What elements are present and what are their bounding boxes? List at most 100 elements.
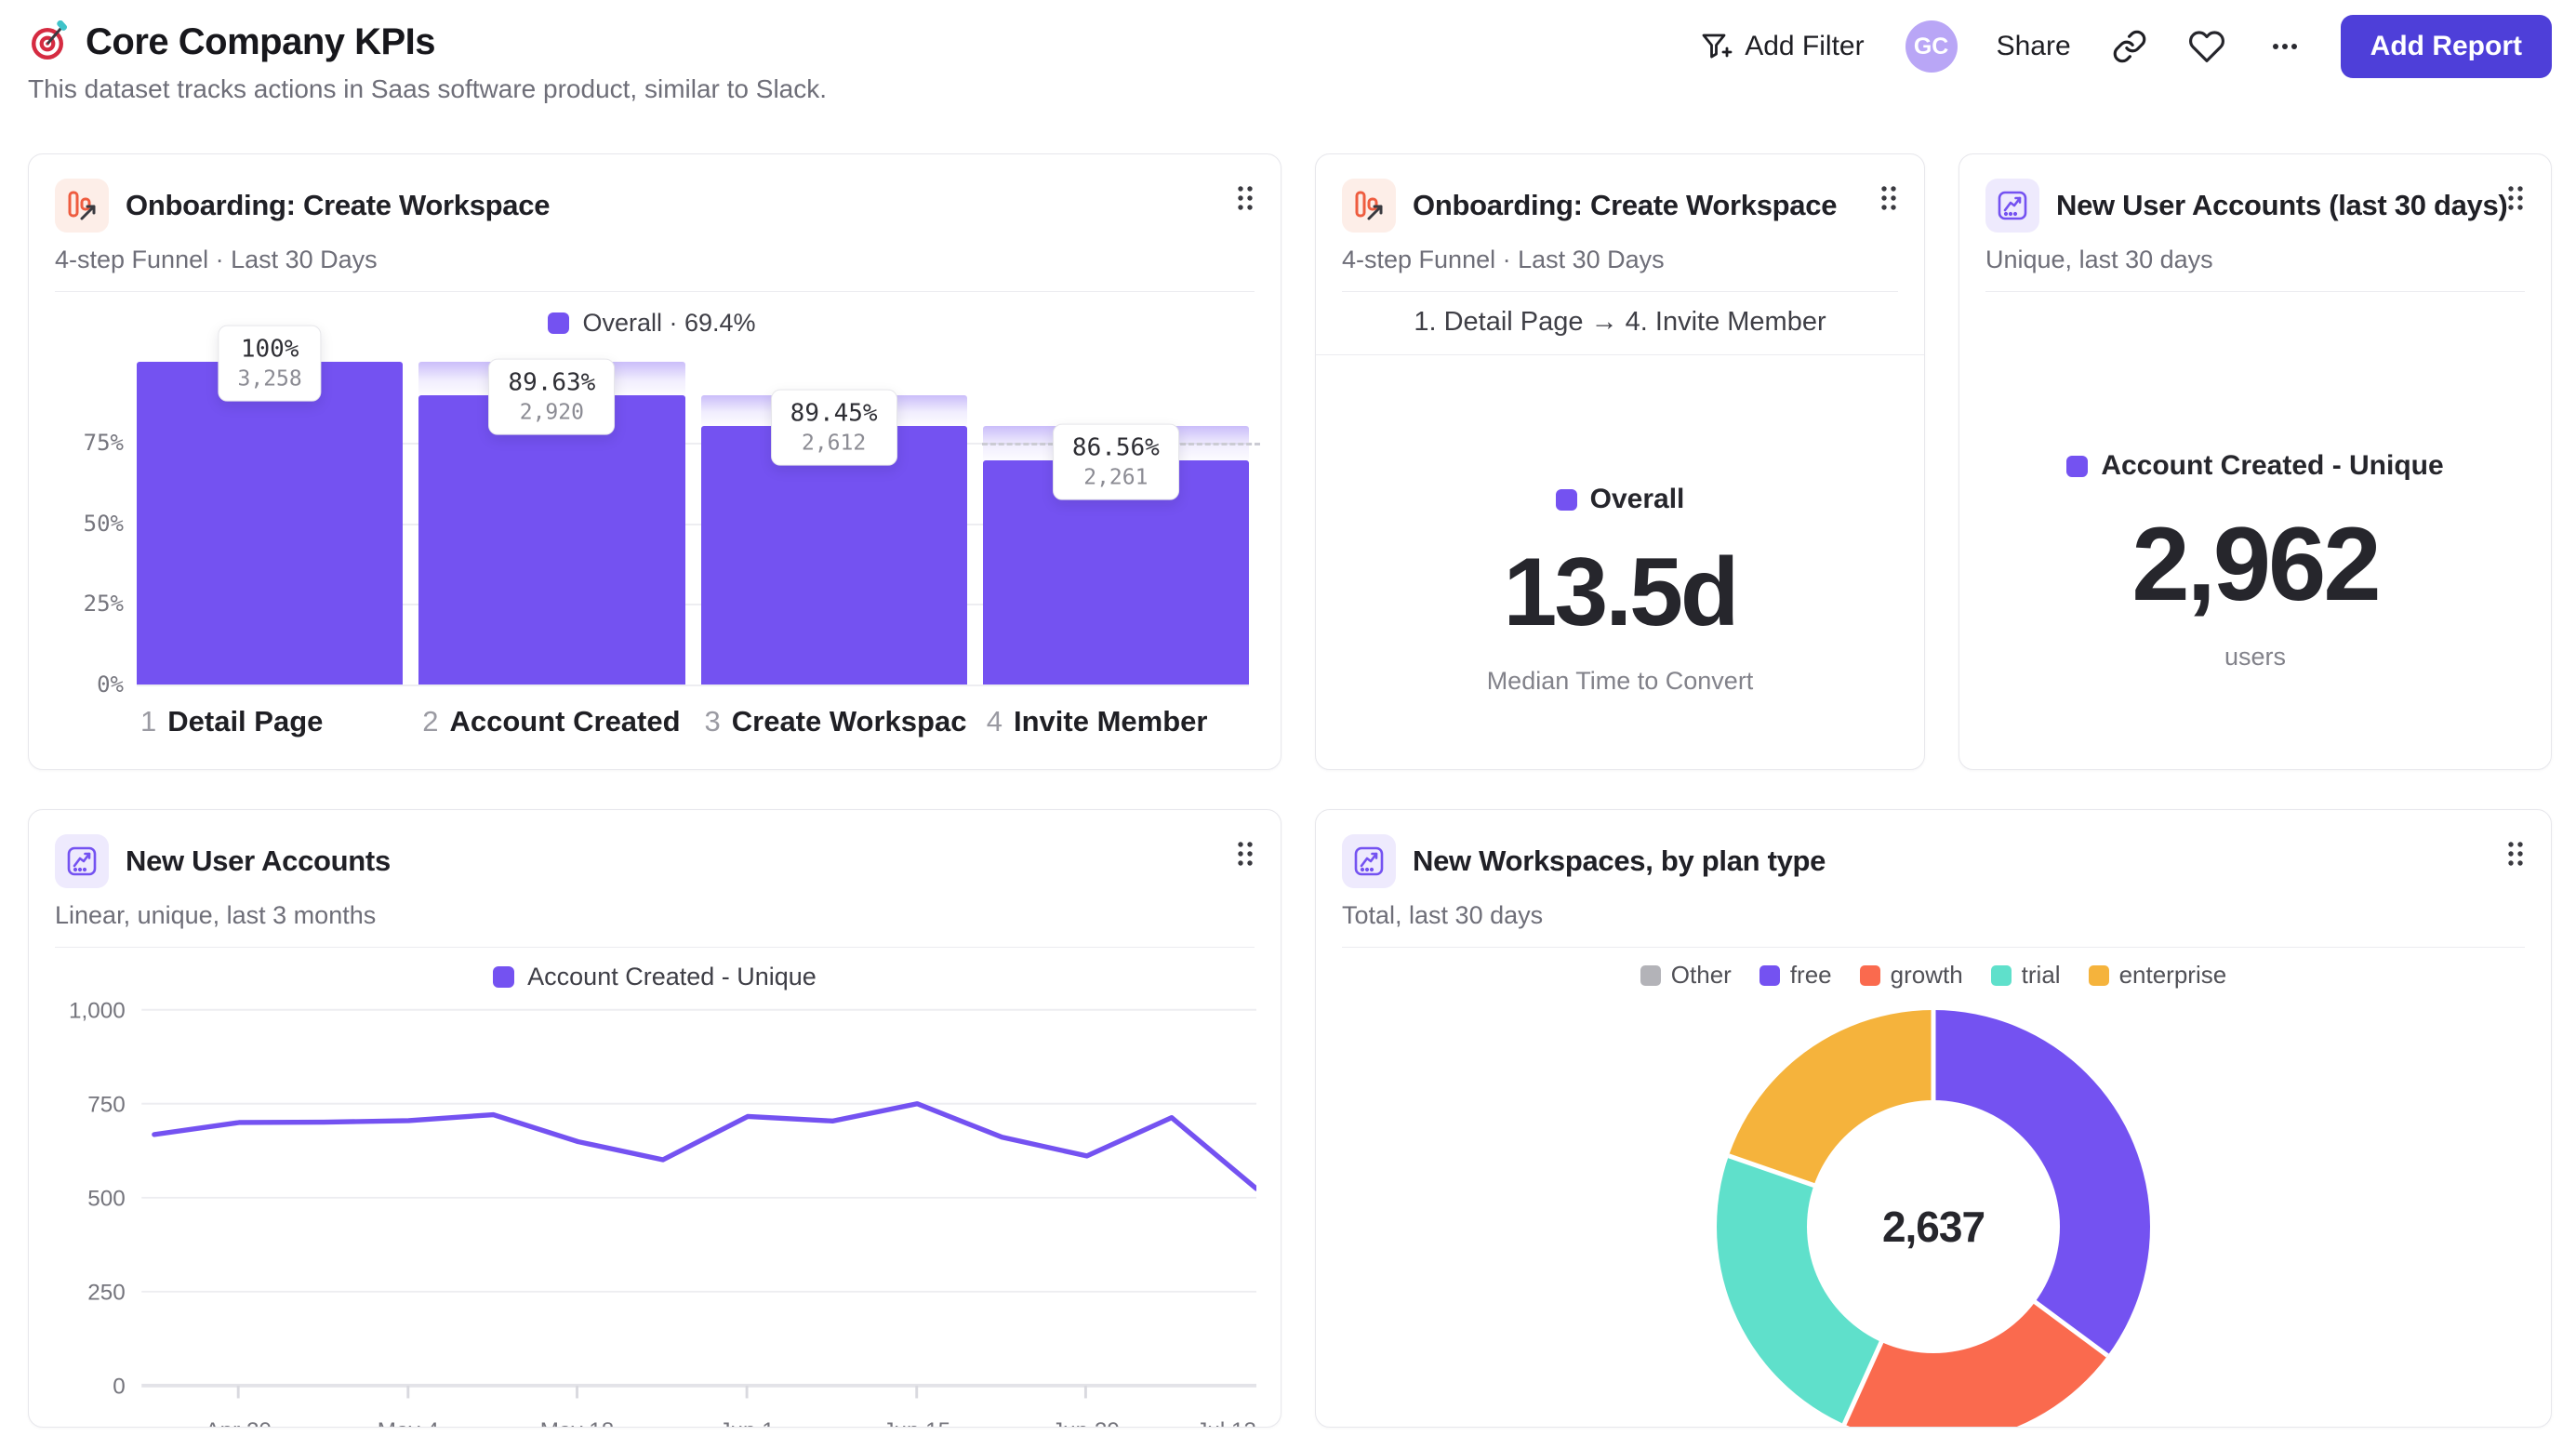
step-label: 4 Invite Member bbox=[986, 705, 1208, 738]
donut-legend: Other free growth trial bbox=[1640, 961, 2226, 990]
legend-label: growth bbox=[1890, 961, 1963, 989]
legend-swatch bbox=[1990, 964, 2012, 986]
insights-report-icon bbox=[55, 834, 109, 888]
card-grid: Onboarding: Create Workspace 4-step Funn… bbox=[28, 153, 2552, 1428]
legend-item-other[interactable]: Other bbox=[1640, 961, 1732, 990]
drag-handle-icon[interactable] bbox=[1234, 838, 1256, 870]
x-tick: Jun 1 bbox=[719, 1418, 774, 1428]
drag-handle-icon[interactable] bbox=[2504, 838, 2527, 870]
legend-item-enterprise[interactable]: enterprise bbox=[2088, 961, 2227, 990]
legend-label: free bbox=[1789, 961, 1832, 989]
donut-ring[interactable]: 2,637 bbox=[1717, 1010, 2150, 1427]
x-tick: May 18 bbox=[540, 1418, 615, 1428]
copy-link-icon[interactable] bbox=[2112, 29, 2147, 64]
metric-caption: users bbox=[2224, 643, 2287, 671]
card-title: New User Accounts bbox=[126, 844, 391, 877]
funnel-bar-invite-member[interactable]: 86.56% 2,261 bbox=[982, 362, 1249, 685]
step-label: 2 Account Created bbox=[422, 705, 681, 738]
funnel-tooltip: 100% 3,258 bbox=[218, 325, 322, 402]
legend-swatch bbox=[1640, 964, 1661, 986]
card-donut-chart: New Workspaces, by plan type Total, last… bbox=[1315, 809, 2552, 1428]
legend-label: enterprise bbox=[2118, 961, 2227, 989]
y-tick: 25% bbox=[83, 591, 124, 618]
card-title: New User Accounts (last 30 days) bbox=[2056, 189, 2508, 221]
more-options-icon[interactable] bbox=[2266, 28, 2304, 65]
insights-report-icon bbox=[1342, 834, 1396, 888]
card-title: Onboarding: Create Workspace bbox=[126, 189, 551, 221]
funnel-range: 1. Detail Page → 4. Invite Member bbox=[1316, 292, 1924, 355]
legend-label: Overall bbox=[1589, 484, 1685, 514]
legend-swatch bbox=[548, 312, 570, 334]
share-button[interactable]: Share bbox=[1996, 31, 2071, 61]
dartboard-icon bbox=[28, 20, 71, 63]
funnel-tooltip: 89.63% 2,920 bbox=[488, 358, 616, 435]
legend-swatch bbox=[1555, 488, 1577, 511]
legend-label: trial bbox=[2021, 961, 2061, 989]
median-caption: Median Time to Convert bbox=[1486, 667, 1754, 695]
card-title: New Workspaces, by plan type bbox=[1413, 844, 1826, 877]
drag-handle-icon[interactable] bbox=[1878, 182, 1900, 214]
funnel-legend[interactable]: Overall · 69.4% bbox=[55, 309, 1249, 338]
card-subtitle: Unique, last 30 days bbox=[1985, 246, 2213, 273]
donut-chart: Other free growth trial bbox=[1316, 948, 2551, 1427]
y-tick: 50% bbox=[83, 510, 124, 537]
y-tick: 250 bbox=[87, 1281, 125, 1306]
y-tick: 1,000 bbox=[69, 998, 126, 1023]
legend-label: Account Created - Unique bbox=[2101, 450, 2444, 481]
funnel-bar-create-workspace[interactable]: 89.45% 2,612 bbox=[700, 362, 967, 685]
legend-swatch bbox=[2088, 964, 2109, 986]
legend-swatch bbox=[1759, 964, 1780, 986]
card-line-chart: New User Accounts Linear, unique, last 3… bbox=[28, 809, 1281, 1428]
funnel-report-icon bbox=[1342, 179, 1396, 233]
step-label: 3 Create Workspace bbox=[704, 705, 967, 738]
avatar[interactable]: GC bbox=[1905, 20, 1958, 73]
favorite-heart-icon[interactable] bbox=[2188, 28, 2225, 65]
funnel-bar-detail-page[interactable]: 100% 3,258 bbox=[137, 325, 404, 685]
donut-hole: 2,637 bbox=[1807, 1100, 2060, 1353]
y-tick: 500 bbox=[87, 1187, 125, 1212]
funnel-step-labels: 1 Detail Page 2 Account Created 3 Create Wo… bbox=[137, 705, 1249, 738]
card-funnel: Onboarding: Create Workspace 4-step Funn… bbox=[28, 153, 1281, 770]
funnel-tooltip: 89.45% 2,612 bbox=[770, 389, 897, 466]
y-tick: 0% bbox=[97, 671, 124, 698]
x-tick: Apr 20 bbox=[205, 1418, 272, 1428]
legend-item-trial[interactable]: trial bbox=[1990, 961, 2061, 990]
add-filter-button[interactable]: Add Filter bbox=[1698, 29, 1865, 64]
card-new-users-30d: New User Accounts (last 30 days) Unique,… bbox=[1959, 153, 2552, 770]
drag-handle-icon[interactable] bbox=[1234, 182, 1256, 214]
drag-handle-icon[interactable] bbox=[2504, 182, 2527, 214]
donut-total: 2,637 bbox=[1881, 1203, 1985, 1251]
funnel-bar-account-created[interactable]: 89.63% 2,920 bbox=[418, 358, 685, 685]
metric-legend[interactable]: Account Created - Unique bbox=[2066, 450, 2444, 482]
page-header: Core Company KPIs This dataset tracks ac… bbox=[0, 0, 2576, 104]
card-subtitle: 4-step Funnel · Last 30 Days bbox=[1342, 246, 1665, 273]
line-plot: 1,000 750 500 250 0 Apr 20 May 4 May 18 … bbox=[69, 998, 1256, 1428]
card-title: Onboarding: Create Workspace bbox=[1413, 189, 1838, 221]
card-subtitle: Total, last 30 days bbox=[1342, 901, 1544, 929]
legend-label: Overall · 69.4% bbox=[582, 309, 756, 337]
legend-label: Account Created - Unique bbox=[527, 963, 817, 990]
line-chart: Account Created - Unique 1,000 750 500 2… bbox=[29, 948, 1281, 1428]
legend-item-free[interactable]: free bbox=[1759, 961, 1832, 990]
page-title: Core Company KPIs bbox=[86, 20, 436, 62]
card-median-time: Onboarding: Create Workspace 4-step Funn… bbox=[1315, 153, 1925, 770]
funnel-chart: Overall · 69.4% 75% 50% 25% 0% bbox=[29, 292, 1281, 738]
y-tick: 0 bbox=[113, 1375, 125, 1400]
legend-swatch bbox=[2066, 455, 2089, 477]
page-subtitle: This dataset tracks actions in Saas soft… bbox=[28, 74, 828, 103]
funnel-report-icon bbox=[55, 179, 109, 233]
line-legend[interactable]: Account Created - Unique bbox=[55, 963, 1255, 991]
y-tick: 750 bbox=[87, 1093, 125, 1118]
add-report-button[interactable]: Add Report bbox=[2340, 15, 2552, 78]
legend-item-growth[interactable]: growth bbox=[1859, 961, 1963, 990]
median-value: 13.5d bbox=[1503, 538, 1740, 646]
y-tick: 75% bbox=[83, 429, 124, 456]
legend-label: Other bbox=[1670, 961, 1732, 989]
x-tick: May 4 bbox=[378, 1418, 439, 1428]
x-tick: Jun 29 bbox=[1052, 1418, 1120, 1428]
avatar-initials: GC bbox=[1913, 33, 1949, 60]
median-legend[interactable]: Overall bbox=[1555, 484, 1685, 515]
funnel-tooltip: 86.56% 2,261 bbox=[1052, 423, 1179, 500]
x-tick: Jul 13 bbox=[1196, 1418, 1256, 1428]
